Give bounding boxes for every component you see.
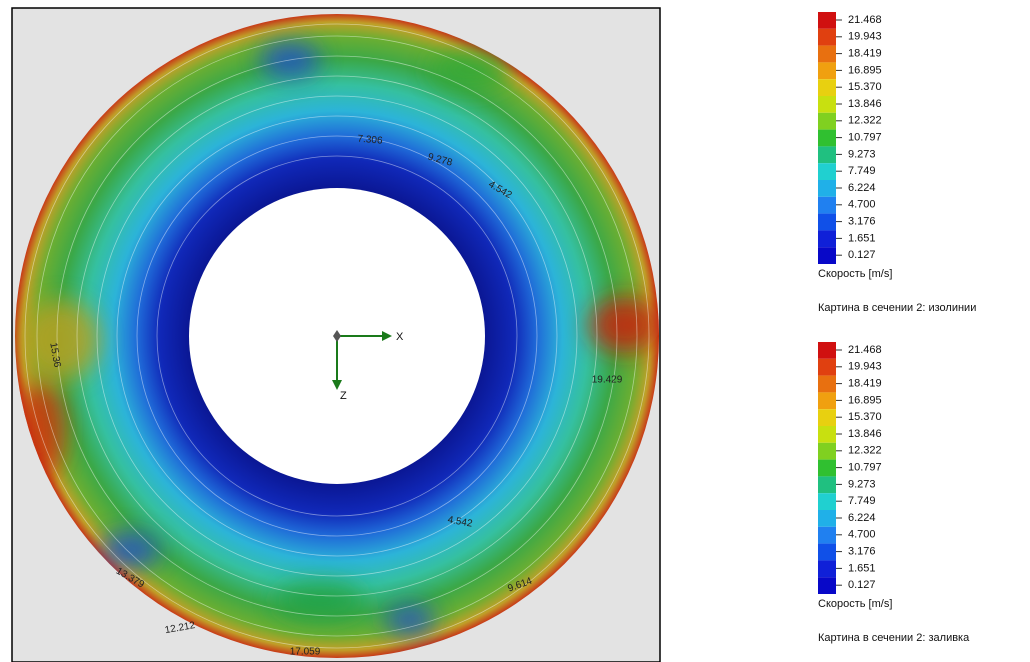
legend-swatch	[818, 163, 836, 180]
legend-caption: Картина в сечении 2: изолинии	[818, 302, 976, 314]
axis-x-label: X	[396, 331, 404, 343]
legend-swatch	[818, 62, 836, 79]
legend-swatch	[818, 376, 836, 393]
legend-swatch	[818, 96, 836, 113]
legend-tick-label: 0.127	[848, 579, 876, 591]
legend-tick-label: 12.322	[848, 115, 882, 127]
legend-tick-label: 15.370	[848, 411, 882, 423]
legend-tick-label: 0.127	[848, 249, 876, 261]
legend-swatch	[818, 460, 836, 477]
legend-swatch	[818, 409, 836, 426]
contour-label: 17.059	[290, 647, 321, 658]
legend-tick-label: 21.468	[848, 344, 882, 356]
legend-swatch	[818, 230, 836, 247]
legend-tick-label: 12.322	[848, 445, 882, 457]
legend-tick-label: 6.224	[848, 182, 876, 194]
color-legend: 21.468 19.943 18.419 16.895 15.370 13.846 12.3…	[818, 342, 970, 644]
legend-swatch	[818, 392, 836, 409]
legend-tick-label: 19.943	[848, 31, 882, 43]
legend-caption: Картина в сечении 2: заливка	[818, 632, 970, 644]
legend-tick-label: 15.370	[848, 81, 882, 93]
legend-tick-label: 1.651	[848, 562, 876, 574]
legend-tick-label: 13.846	[848, 98, 882, 110]
legend-tick-label: 9.273	[848, 148, 876, 160]
screen: 7.3069.2784.54215.3619.42912.21217.0594.…	[0, 0, 1030, 662]
legend-swatch	[818, 197, 836, 214]
legend-tick-label: 1.651	[848, 232, 876, 244]
legend-swatch	[818, 12, 836, 29]
contour-label: 7.306	[357, 134, 383, 147]
legend-tick-label: 21.468	[848, 14, 882, 26]
legend-tick-label: 16.895	[848, 64, 882, 76]
legend-unit: Скорость [m/s]	[818, 598, 892, 610]
legend-tick-label: 10.797	[848, 462, 882, 474]
legend-tick-label: 13.846	[848, 428, 882, 440]
legend-tick-label: 6.224	[848, 512, 876, 524]
legend-tick-label: 18.419	[848, 378, 882, 390]
legend-swatch	[818, 113, 836, 130]
legend-swatch	[818, 577, 836, 594]
legend-tick-label: 3.176	[848, 216, 876, 228]
legend-swatch	[818, 342, 836, 359]
legend-tick-label: 4.700	[848, 199, 876, 211]
legend-swatch	[818, 527, 836, 544]
contour-label: 19.429	[592, 375, 623, 386]
legend-tick-label: 9.273	[848, 478, 876, 490]
legend-swatch	[818, 359, 836, 376]
legend-swatch	[818, 130, 836, 147]
legend-swatch	[818, 180, 836, 197]
color-legend: 21.468 19.943 18.419 16.895 15.370 13.846 12.3…	[818, 12, 976, 314]
legend-swatch	[818, 146, 836, 163]
legend-swatch	[818, 79, 836, 96]
legend-unit: Скорость [m/s]	[818, 268, 892, 280]
legend-tick-label: 7.749	[848, 165, 876, 177]
legend-swatch	[818, 46, 836, 63]
legend-swatch	[818, 476, 836, 493]
legend-tick-label: 3.176	[848, 546, 876, 558]
legend-swatch	[818, 510, 836, 527]
legend-swatch	[818, 247, 836, 264]
legend-swatch	[818, 544, 836, 561]
legend-tick-label: 4.700	[848, 529, 876, 541]
legend-swatch	[818, 493, 836, 510]
legend-tick-label: 16.895	[848, 394, 882, 406]
legend-tick-label: 7.749	[848, 495, 876, 507]
legend-swatch	[818, 214, 836, 231]
legend-tick-label: 10.797	[848, 132, 882, 144]
legend-swatch	[818, 443, 836, 460]
legend-tick-label: 19.943	[848, 361, 882, 373]
legend-swatch	[818, 560, 836, 577]
legend-tick-label: 18.419	[848, 48, 882, 60]
legend-swatch	[818, 29, 836, 46]
axis-z-label: Z	[340, 390, 347, 402]
legend-swatch	[818, 426, 836, 443]
